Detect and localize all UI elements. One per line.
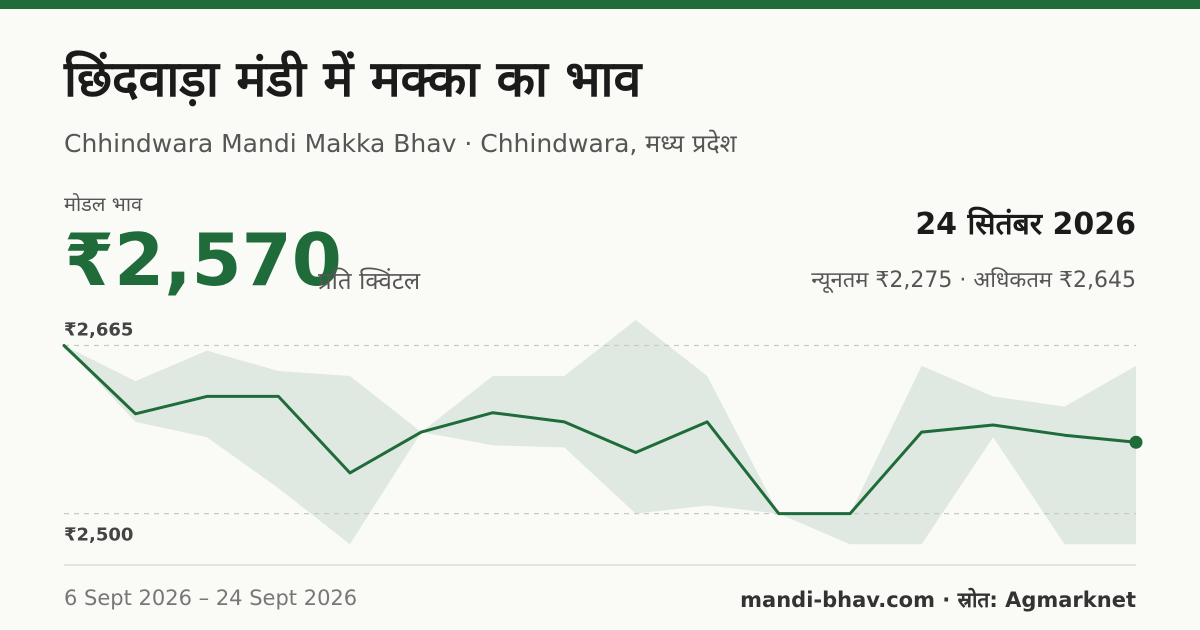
modal-price-value: ₹2,570	[64, 218, 342, 302]
price-chart: ₹2,665 ₹2,500	[62, 320, 1143, 546]
y-tick-label: ₹2,500	[64, 525, 133, 546]
footer-date-range: 6 Sept 2026 – 24 Sept 2026	[64, 586, 358, 610]
price-range-band	[64, 320, 1136, 545]
modal-price-line	[62, 344, 1138, 516]
footer-source: mandi-bhav.com · स्रोत: Agmarknet	[740, 588, 1136, 612]
modal-price-label: मोडल भाव	[64, 192, 143, 216]
y-tick-label: ₹2,665	[64, 320, 133, 340]
price-unit: प्रति क्विंटल	[318, 267, 421, 295]
footer-divider	[64, 564, 1136, 566]
page-subtitle: Chhindwara Mandi Makka Bhav · Chhindwara…	[64, 129, 737, 158]
latest-price-point	[1129, 435, 1143, 449]
price-date: 24 सितंबर 2026	[915, 207, 1136, 242]
top-accent-bar	[0, 0, 1200, 9]
price-range: न्यूनतम ₹2,275 · अधिकतम ₹2,645	[811, 268, 1136, 293]
page-title: छिंदवाड़ा मंडी में मक्का का भाव	[64, 50, 642, 108]
